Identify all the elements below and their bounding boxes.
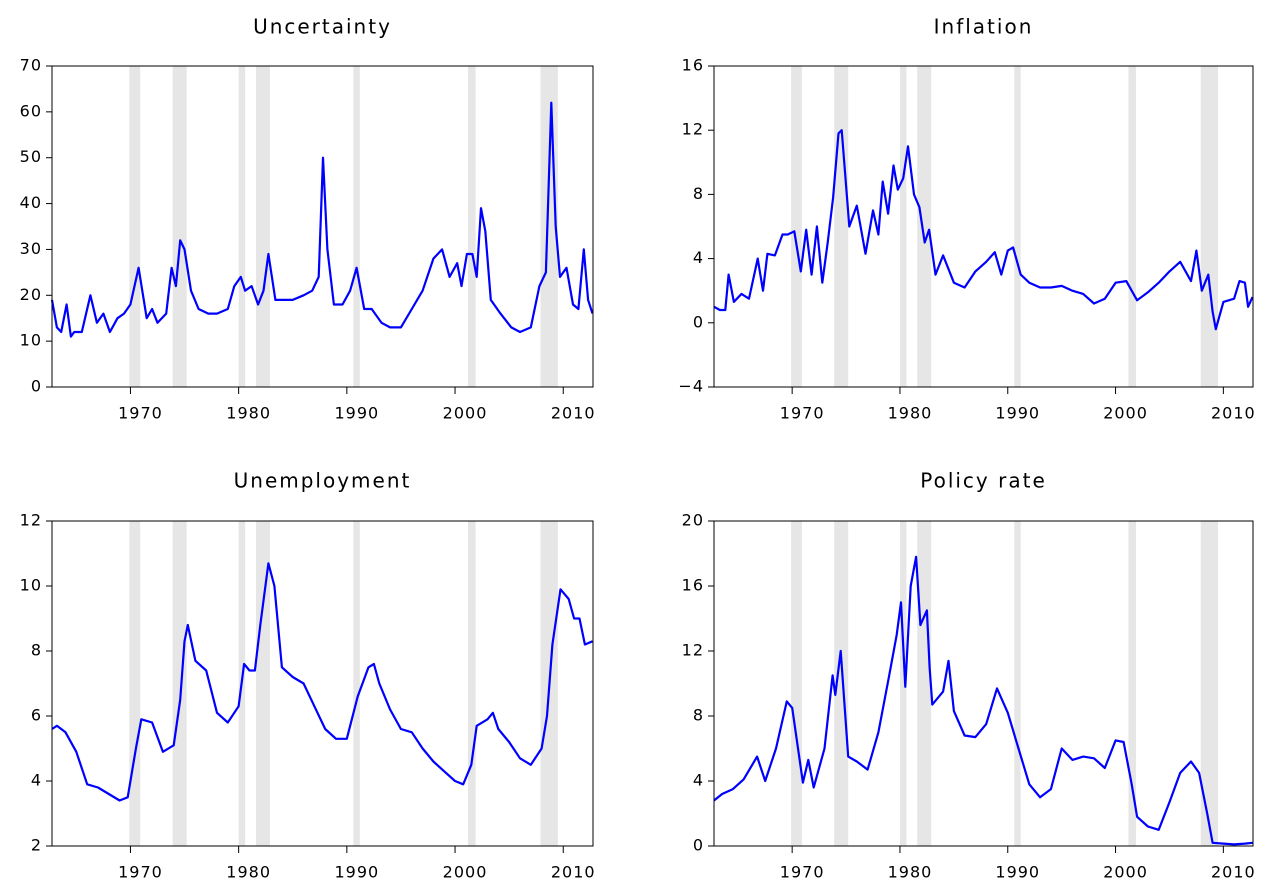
x-tick-label: 1980 xyxy=(888,863,933,882)
y-tick-label: 0 xyxy=(31,377,42,396)
y-tick-label: 8 xyxy=(693,706,704,725)
x-tick-label: 1970 xyxy=(780,863,825,882)
y-tick-label: 40 xyxy=(20,193,42,212)
recession-band xyxy=(129,521,141,846)
x-tick-label: 1970 xyxy=(780,404,825,423)
plot-frame xyxy=(51,520,594,847)
series-line xyxy=(713,129,1254,331)
y-tick-label: 12 xyxy=(682,641,704,660)
plot-frame xyxy=(713,520,1254,847)
recession-band xyxy=(917,66,932,387)
recession-band xyxy=(1200,521,1218,846)
y-tick-label: 70 xyxy=(20,56,42,75)
x-tick-label: 2010 xyxy=(551,404,596,423)
y-tick-label: 2 xyxy=(31,836,42,855)
recession-band xyxy=(917,521,932,846)
y-tick-label: 0 xyxy=(693,836,704,855)
x-tick-label: 2010 xyxy=(551,863,596,882)
series-line xyxy=(713,555,1253,846)
x-tick-label: 2000 xyxy=(1103,404,1148,423)
recession-band xyxy=(468,521,476,846)
y-tick-label: 8 xyxy=(693,184,704,203)
chart-title: Unemployment xyxy=(234,469,412,493)
y-tick-label: 30 xyxy=(20,239,42,258)
y-tick-label: 12 xyxy=(682,120,704,139)
recession-band xyxy=(172,66,187,387)
y-tick-label: 4 xyxy=(31,771,42,790)
y-tick-label: 10 xyxy=(20,576,42,595)
recession-band xyxy=(899,521,907,846)
x-tick-label: 1990 xyxy=(334,863,379,882)
y-tick-label: 50 xyxy=(20,147,42,166)
y-tick-label: 10 xyxy=(20,331,42,350)
recession-band xyxy=(1200,66,1218,387)
recession-band xyxy=(1128,66,1137,387)
recession-band xyxy=(899,66,907,387)
recession-band xyxy=(129,66,141,387)
y-tick-label: 4 xyxy=(693,771,704,790)
x-tick-label: 1970 xyxy=(118,404,163,423)
y-tick-label: 16 xyxy=(682,56,704,75)
y-tick-label: −4 xyxy=(678,377,704,396)
y-tick-label: 8 xyxy=(31,641,42,660)
y-tick-label: 20 xyxy=(682,511,704,530)
recession-band xyxy=(791,66,802,387)
recession-band xyxy=(353,521,360,846)
series-line xyxy=(50,101,594,338)
recession-band xyxy=(255,66,271,387)
recession-band xyxy=(255,521,271,846)
y-tick-label: 20 xyxy=(20,285,42,304)
recession-band xyxy=(834,521,849,846)
x-tick-label: 1970 xyxy=(118,863,163,882)
chart-title: Uncertainty xyxy=(253,15,392,39)
recession-band xyxy=(238,66,246,387)
y-tick-label: 6 xyxy=(31,706,42,725)
x-tick-label: 1990 xyxy=(995,404,1040,423)
recession-band xyxy=(172,521,187,846)
x-tick-label: 2000 xyxy=(1103,863,1148,882)
recession-band xyxy=(353,66,360,387)
x-tick-label: 2000 xyxy=(443,863,488,882)
recession-band xyxy=(791,521,802,846)
x-tick-label: 2010 xyxy=(1211,404,1256,423)
x-tick-label: 2000 xyxy=(443,404,488,423)
chart-title: Inflation xyxy=(934,15,1034,39)
plot-frame xyxy=(713,65,1254,388)
recession-band xyxy=(1014,66,1021,387)
y-tick-label: 16 xyxy=(682,576,704,595)
plot-frame xyxy=(51,65,594,388)
x-tick-label: 1990 xyxy=(995,863,1040,882)
y-tick-label: 12 xyxy=(20,511,42,530)
recession-band xyxy=(834,66,849,387)
x-tick-label: 2010 xyxy=(1211,863,1256,882)
x-tick-label: 1990 xyxy=(334,404,379,423)
x-tick-label: 1980 xyxy=(226,404,271,423)
recession-band xyxy=(1128,521,1137,846)
chart-title: Policy rate xyxy=(920,469,1047,493)
recession-band xyxy=(1014,521,1021,846)
series-line xyxy=(51,562,593,802)
x-tick-label: 1980 xyxy=(888,404,933,423)
y-tick-label: 60 xyxy=(20,101,42,120)
recession-band xyxy=(468,66,476,387)
x-tick-label: 1980 xyxy=(226,863,271,882)
y-tick-label: 4 xyxy=(693,248,704,267)
y-tick-label: 0 xyxy=(693,312,704,331)
